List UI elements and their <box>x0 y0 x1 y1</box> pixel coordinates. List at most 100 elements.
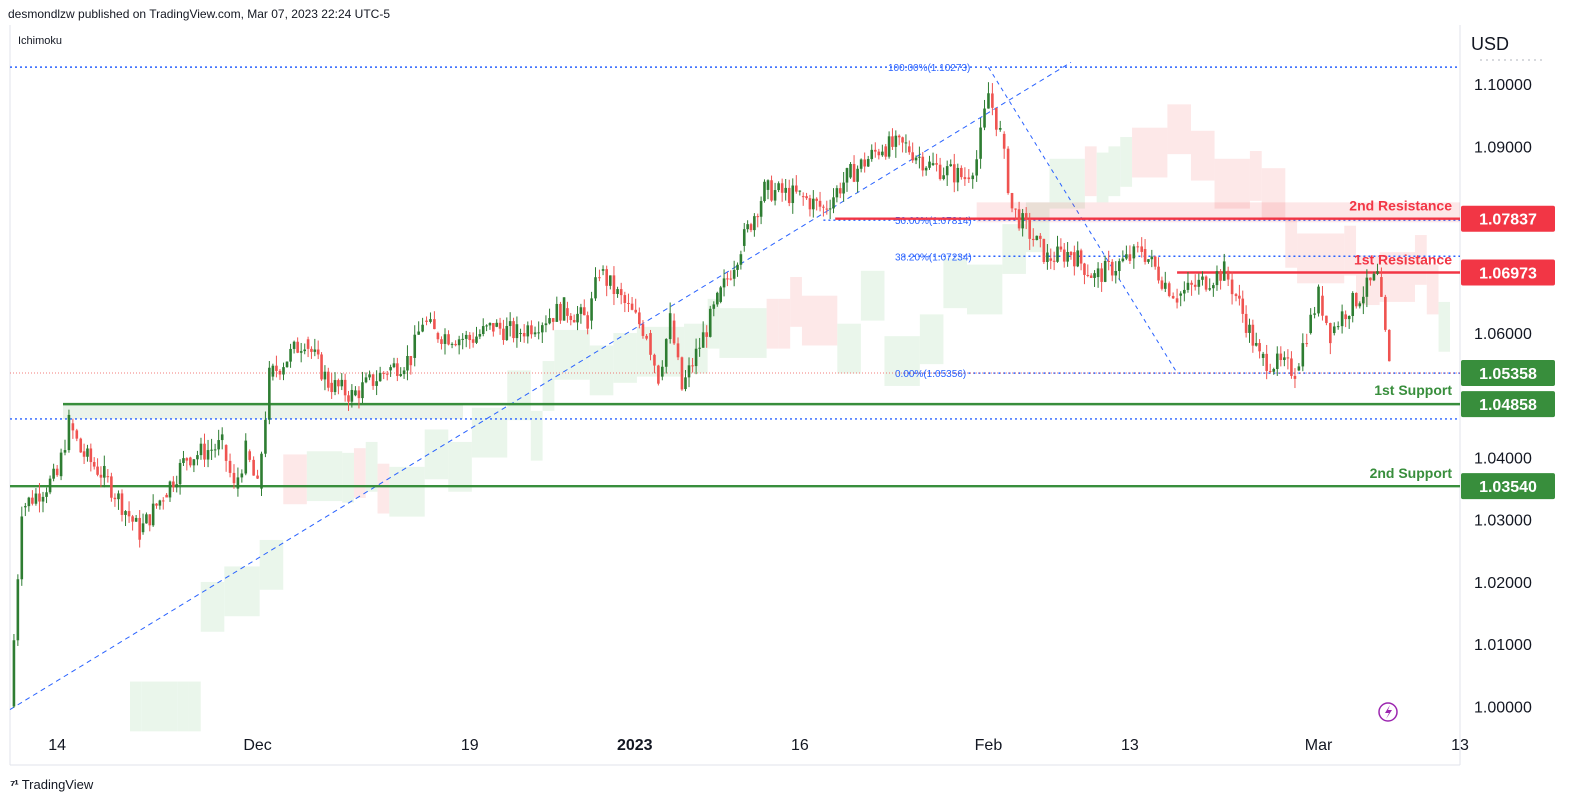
candle-body <box>619 289 623 296</box>
ichimoku-cloud-segment <box>377 463 390 514</box>
indicator-legend-ichimoku[interactable]: Ichimoku <box>18 35 63 47</box>
price-scale-dots[interactable] <box>1466 52 1546 68</box>
candle-body <box>454 343 457 346</box>
candle-body <box>566 308 569 316</box>
candle-body <box>172 481 175 488</box>
candle-body <box>928 161 931 168</box>
candle-body <box>739 254 743 265</box>
candle-body <box>27 497 31 507</box>
candle-body <box>676 343 680 358</box>
ichimoku-cloud-segment <box>1108 146 1121 197</box>
x-tick-label: Dec <box>243 737 271 754</box>
candle-body <box>296 341 299 353</box>
candle-body <box>1121 258 1125 262</box>
candle-body <box>316 349 320 355</box>
candle-body <box>406 356 409 371</box>
candle-body <box>375 381 378 386</box>
candle-body <box>1147 259 1150 262</box>
candle-body <box>691 365 694 367</box>
candle-body <box>1052 260 1056 262</box>
candle-body <box>382 372 385 374</box>
candle-body <box>1309 314 1312 334</box>
ichimoku-cloud-segment <box>1285 217 1298 268</box>
candle-body <box>945 166 949 176</box>
candle-body <box>766 180 770 190</box>
candle-body <box>746 224 749 230</box>
candle-body <box>680 357 684 390</box>
resistance-zone <box>976 202 1460 223</box>
candle-body <box>141 523 145 533</box>
candle-body <box>1175 298 1179 303</box>
ichimoku-cloud-segment <box>613 333 637 383</box>
candle-body <box>425 320 428 322</box>
ichimoku-cloud-segment <box>507 370 531 421</box>
candle-body <box>586 315 589 329</box>
candle-body <box>960 167 963 178</box>
candle-body <box>1325 315 1328 324</box>
candle-body <box>1275 353 1279 370</box>
candle-body <box>124 511 127 515</box>
candle-body <box>1103 260 1107 282</box>
candle-body <box>1384 296 1387 330</box>
candle-body <box>1039 235 1042 239</box>
candle-body <box>616 289 619 295</box>
lightning-icon <box>1378 702 1398 722</box>
candle-body <box>502 328 505 341</box>
candle-body <box>1163 282 1167 289</box>
candle-body <box>67 414 71 451</box>
candle-body <box>979 127 982 159</box>
candle-body <box>310 348 313 352</box>
candle-body <box>120 493 124 515</box>
level-label: 1st Support <box>1374 382 1452 398</box>
candle-body <box>918 156 921 158</box>
candle-body <box>199 443 203 456</box>
candle-body <box>313 349 317 352</box>
candle-body <box>881 151 884 156</box>
candle-body <box>634 309 638 313</box>
ichimoku-cloud-segment <box>1379 252 1415 302</box>
candle-body <box>457 339 461 346</box>
candle-body <box>825 208 829 210</box>
candle-body <box>240 473 244 478</box>
candle-body <box>877 151 881 156</box>
candle-body <box>175 484 179 488</box>
candle-body <box>256 475 259 479</box>
candle-body <box>1215 271 1219 286</box>
candle-body <box>1059 246 1063 250</box>
candle-body <box>798 190 802 192</box>
candle-body <box>189 457 192 466</box>
candle-body <box>1305 343 1309 345</box>
candle-body <box>436 333 440 340</box>
ichimoku-cloud-segment <box>259 539 284 590</box>
ichimoku-cloud-segment <box>1214 158 1250 209</box>
candle-body <box>849 164 852 178</box>
candle-body <box>726 278 729 280</box>
candle-body <box>732 269 736 279</box>
ichimoku-cloud-segment <box>719 308 767 358</box>
candle-body <box>612 275 616 295</box>
key-levels: 2nd Resistance 1.07837 1st Resistance 1.069… <box>10 198 1555 500</box>
candle-body <box>1279 353 1283 361</box>
candle-body <box>303 349 307 352</box>
candle-body <box>722 278 726 288</box>
candle-body <box>1372 273 1376 281</box>
ichimoku-cloud-segment <box>1120 137 1133 187</box>
candle-body <box>1358 303 1362 307</box>
candle-body <box>429 319 432 322</box>
candle-body <box>220 434 224 441</box>
candle-body <box>1076 250 1080 267</box>
candle-body <box>1125 254 1128 259</box>
candle-body <box>1114 271 1118 276</box>
ichimoku-cloud-segment <box>1025 202 1050 253</box>
candle-body <box>891 136 894 147</box>
ichimoku-cloud-segment <box>1096 152 1109 203</box>
candle-body <box>1241 298 1245 314</box>
candle-body <box>664 339 668 367</box>
tradingview-logo[interactable]: ⁷¹ TradingView <box>10 777 93 792</box>
candle-body <box>1354 292 1358 307</box>
candle-body <box>285 361 289 368</box>
ichimoku-cloud-segment <box>1344 225 1357 276</box>
currency-label[interactable]: USD <box>1471 34 1510 54</box>
candle-body <box>79 438 83 453</box>
